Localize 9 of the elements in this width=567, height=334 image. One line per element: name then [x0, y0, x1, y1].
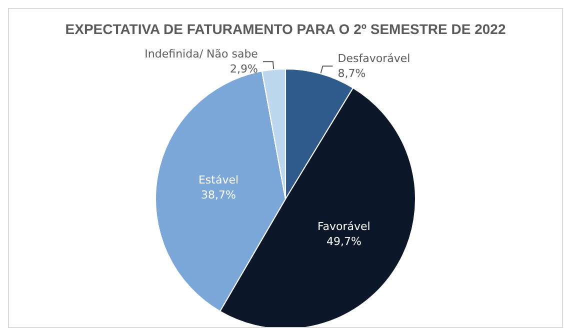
slice-label: Indefinida/ Não sabe: [144, 48, 258, 61]
slice-label: Estável: [198, 173, 239, 186]
data-label: 8,7%: [338, 67, 366, 80]
chart-title: EXPECTATIVA DE FATURAMENTO PARA O 2º SEMESTRE DE 2022: [65, 21, 506, 37]
slice-label: Desfavorável: [338, 52, 410, 66]
slice-label: Favorável: [317, 220, 370, 233]
data-label: 2,9%: [230, 62, 258, 76]
data-label: 49,7%: [326, 234, 362, 248]
data-label: 38,7%: [201, 188, 236, 202]
